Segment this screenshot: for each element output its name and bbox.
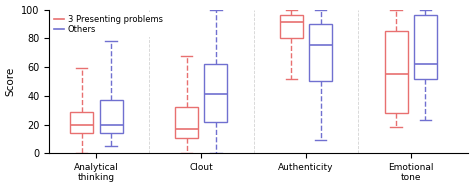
PathPatch shape bbox=[309, 24, 332, 81]
PathPatch shape bbox=[175, 107, 198, 137]
PathPatch shape bbox=[384, 31, 408, 113]
Legend: 3 Presenting problems, Others: 3 Presenting problems, Others bbox=[52, 12, 165, 37]
Y-axis label: Score: Score bbox=[6, 67, 16, 96]
PathPatch shape bbox=[414, 15, 437, 79]
PathPatch shape bbox=[70, 112, 93, 133]
PathPatch shape bbox=[204, 64, 228, 122]
PathPatch shape bbox=[280, 15, 303, 38]
PathPatch shape bbox=[100, 100, 123, 133]
